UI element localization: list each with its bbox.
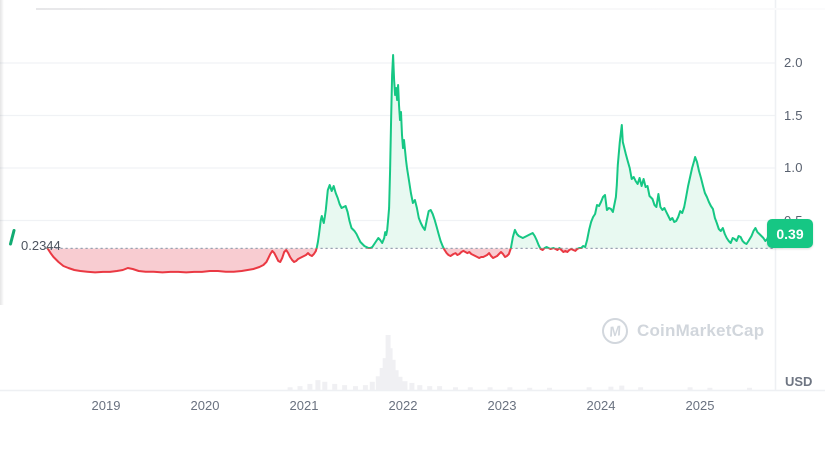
y-axis-tick-1.0: 1.0 (784, 160, 803, 175)
volume-bar (307, 383, 313, 390)
currency-unit-label: USD (785, 374, 813, 389)
volume-bar (547, 387, 552, 390)
volume-bar (487, 387, 493, 391)
volume-bar (315, 380, 321, 390)
x-axis-tick-2020: 2020 (190, 398, 220, 413)
volume-bar (287, 387, 293, 391)
volume-bar (417, 385, 423, 391)
x-axis-tick-2019: 2019 (91, 398, 121, 413)
volume-bar (687, 387, 693, 391)
x-axis-tick-2022: 2022 (388, 398, 418, 413)
volume-bar (453, 387, 458, 391)
y-axis-tick-1.5: 1.5 (784, 108, 803, 123)
current-price-badge: 0.39 (767, 219, 813, 248)
volume-bar (427, 386, 433, 390)
volume-bar (375, 376, 381, 391)
volume-bar (332, 383, 338, 390)
x-axis-tick-2024: 2024 (586, 398, 616, 413)
volume-bar (638, 387, 644, 391)
volume-bar (390, 359, 396, 391)
y-axis-tick-2.0: 2.0 (784, 55, 803, 70)
area-fill-above-baseline (316, 55, 784, 249)
volume-bar (402, 381, 408, 390)
volume-bar (437, 386, 443, 390)
x-axis-tick-2025: 2025 (685, 398, 715, 413)
x-axis-tick-2023: 2023 (487, 398, 517, 413)
left-edge-price-tick (9, 229, 16, 246)
left-edge-shadow (0, 0, 4, 305)
volume-bar (586, 387, 592, 391)
volume-bar (379, 368, 385, 390)
volume-bar (297, 386, 303, 390)
volume-bar (382, 358, 388, 390)
volume-bar (467, 387, 473, 391)
price-line-up (46, 54, 785, 249)
price-line-down (46, 248, 583, 274)
baseline-price-label: 0.2344 (21, 238, 61, 253)
x-axis-tick-2021: 2021 (289, 398, 319, 413)
volume-bar (409, 382, 415, 391)
volume-bar (342, 385, 348, 391)
top-edge-shadow (36, 8, 825, 10)
coinmarketcap-watermark-text: CoinMarketCap (637, 321, 765, 340)
volume-bar (707, 387, 713, 390)
volume-bar (362, 385, 368, 391)
volume-bar (619, 385, 625, 390)
volume-bar (393, 370, 399, 390)
coinmarketcap-logo-icon: M (600, 316, 630, 346)
volume-bar (387, 348, 393, 390)
area-fill-below-baseline (47, 248, 784, 273)
volume-bar (527, 387, 533, 390)
volume-bar (747, 387, 752, 390)
volume-bar (369, 381, 375, 391)
volume-bar (397, 376, 403, 390)
coinmarketcap-watermark: M CoinMarketCap (600, 316, 765, 346)
volume-bar (322, 381, 328, 391)
volume-bar (608, 386, 614, 390)
volume-bar (353, 386, 358, 390)
volume-bar (507, 387, 513, 391)
